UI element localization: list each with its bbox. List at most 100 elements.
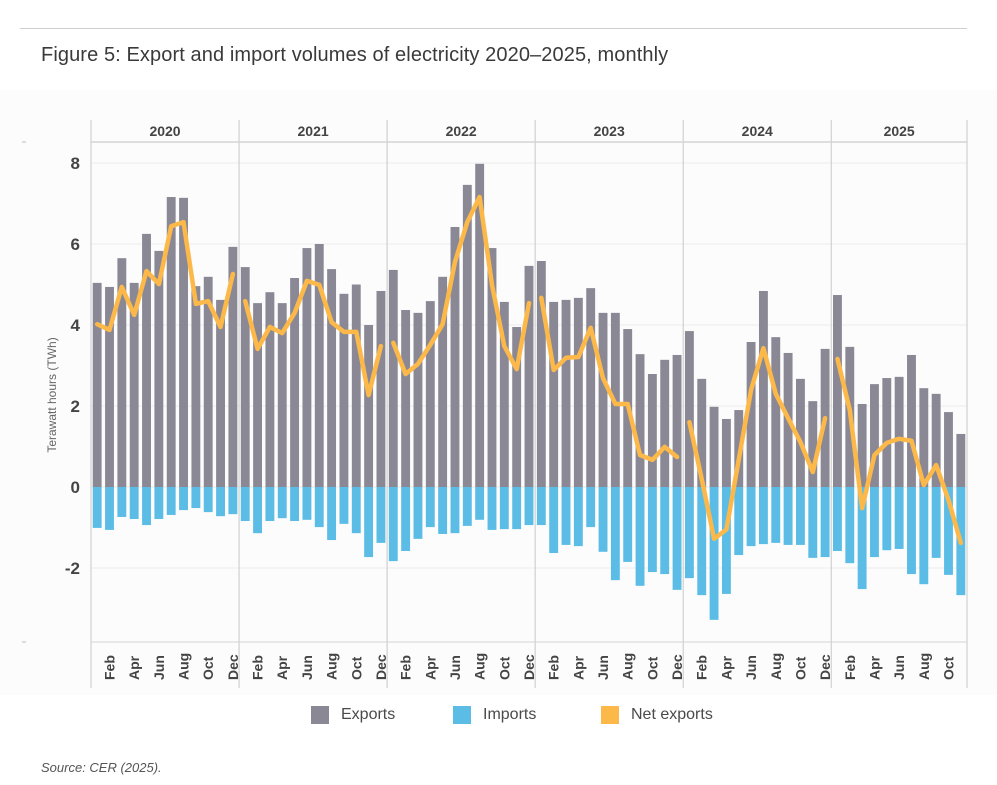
exports-bar: [351, 284, 361, 487]
exports-bar: [573, 297, 583, 487]
x-tick-label: Jun: [299, 655, 315, 680]
imports-bar: [746, 487, 756, 547]
y-tick-label: 2: [71, 397, 80, 416]
exports-bar: [882, 378, 892, 487]
exports-bar: [253, 303, 263, 487]
imports-bar: [117, 487, 127, 517]
year-label: 2021: [298, 123, 329, 139]
imports-bar: [376, 487, 386, 543]
x-tick-label: Apr: [718, 655, 734, 680]
net-exports-line-2024: [687, 345, 828, 542]
exports-bar: [512, 327, 522, 487]
y-tick-label: 4: [71, 316, 81, 335]
x-tick-label: Oct: [940, 656, 956, 680]
imports-bar: [697, 487, 707, 596]
x-tick-label: Oct: [348, 656, 364, 680]
imports-bar: [475, 487, 485, 520]
exports-bar: [450, 226, 460, 488]
exports-bar: [721, 418, 731, 487]
y-tick-label: 8: [71, 154, 80, 173]
exports-bar: [944, 412, 953, 487]
exports-bar: [684, 331, 694, 487]
exports-bar: [203, 276, 213, 487]
imports-bar: [166, 487, 176, 515]
y-axis-label: Terawatt hours (TWh): [45, 337, 59, 452]
exports-bar: [129, 282, 139, 487]
legend-item-exports: Exports: [311, 706, 395, 724]
x-tick-label: Apr: [274, 655, 290, 680]
x-tick-label: Aug: [768, 653, 784, 680]
exports-bar: [302, 248, 312, 487]
imports-bar: [771, 487, 781, 543]
imports-bar: [142, 487, 151, 526]
x-tick-label: Apr: [126, 655, 142, 680]
imports-bar: [882, 487, 892, 551]
legend-label: Net exports: [631, 706, 713, 723]
imports-bar: [536, 487, 546, 526]
imports-bar: [438, 487, 448, 534]
legend: Exports Imports Net exports: [0, 706, 997, 730]
net-exports-line-2023: [539, 295, 680, 463]
exports-bar: [314, 244, 324, 487]
exports-bar: [191, 286, 201, 487]
imports-bar: [709, 487, 719, 620]
imports-bar: [820, 487, 830, 558]
exports-bar: [709, 406, 719, 487]
imports-bar: [339, 487, 349, 524]
x-tick-label: Dec: [817, 654, 833, 680]
y-tick-label: 6: [71, 235, 80, 254]
exports-bar: [327, 269, 337, 487]
exports-bar: [487, 248, 497, 487]
legend-label: Imports: [483, 706, 537, 723]
imports-bar: [265, 487, 275, 522]
imports-bar: [462, 487, 472, 526]
source-note: Source: CER (2025).: [41, 760, 162, 775]
exports-bar: [956, 433, 966, 487]
exports-bar: [179, 197, 188, 487]
imports-bar: [524, 487, 534, 526]
exports-bar: [376, 290, 386, 487]
imports-bar: [919, 487, 929, 585]
net-exports-line: [94, 194, 964, 546]
exports-swatch-icon: [311, 706, 329, 724]
exports-bar: [697, 378, 707, 487]
imports-bar: [907, 487, 916, 575]
exports-bar: [647, 374, 657, 487]
year-label: 2022: [446, 123, 477, 139]
imports-bar: [660, 487, 670, 575]
exports-bar: [536, 261, 546, 487]
net-exports-line-2020: [94, 219, 236, 333]
exports-bar: [438, 276, 448, 487]
x-tick-label: Oct: [200, 656, 216, 680]
year-header: 2020 2021 2022 2023 2024 2025: [91, 123, 967, 143]
year-label: 2020: [149, 123, 180, 139]
axes: -2 0 2 4 6 8 Feb Apr Jun Aug Oct Dec Feb Apr Jun Aug Oct…: [22, 141, 967, 680]
exports-bar: [894, 376, 904, 487]
imports-bar: [154, 487, 164, 519]
imports-bar: [487, 487, 497, 530]
exports-bar: [870, 384, 879, 487]
imports-bar: [845, 487, 855, 564]
exports-bar: [388, 269, 398, 487]
imports-bar: [647, 487, 657, 573]
imports-bar: [179, 487, 188, 511]
exports-bar: [586, 288, 596, 487]
year-label: 2023: [594, 123, 625, 139]
legend-item-net-exports: Net exports: [601, 706, 713, 724]
x-tick-label: Dec: [225, 654, 241, 680]
x-tick-label: Jun: [595, 655, 611, 680]
y-tick-label: -2: [65, 559, 80, 578]
imports-bar: [314, 487, 324, 528]
exports-bar: [549, 301, 559, 487]
exports-bar: [660, 359, 670, 487]
imports-bar: [240, 487, 250, 522]
exports-bar: [833, 295, 842, 487]
x-tick-label: Oct: [496, 656, 512, 680]
x-tick-label: Dec: [521, 654, 537, 680]
imports-bar: [684, 487, 694, 579]
x-tick-label: Apr: [866, 655, 882, 680]
imports-bar: [623, 487, 633, 562]
exports-bar: [425, 301, 435, 487]
exports-bar: [265, 292, 275, 487]
